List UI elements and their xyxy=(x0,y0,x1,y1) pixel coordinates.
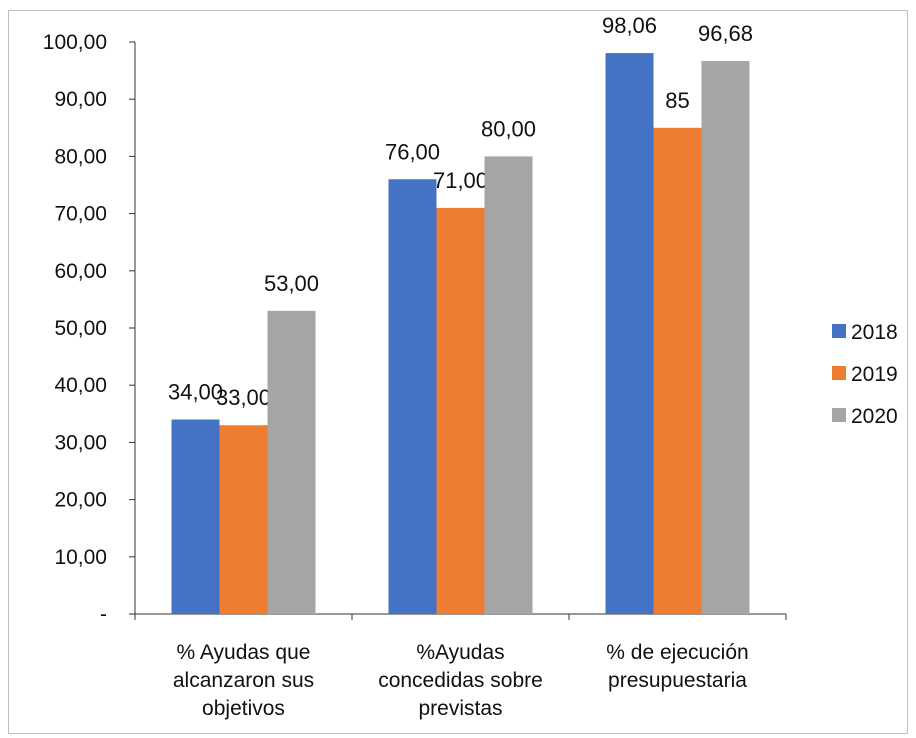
x-category-label-line: concedidas sobre xyxy=(378,669,543,692)
data-label-2020: 80,00 xyxy=(481,116,536,141)
data-label-2019: 33,00 xyxy=(216,385,271,410)
y-tick-label: 100,00 xyxy=(43,31,107,54)
data-label-2020: 96,68 xyxy=(698,21,753,46)
x-category-label-line: presupuestaria xyxy=(608,669,747,692)
bar-2020 xyxy=(484,156,533,614)
y-tick-label: 90,00 xyxy=(54,88,107,111)
data-label-2018: 76,00 xyxy=(385,139,440,164)
y-tick-label: 10,00 xyxy=(54,546,107,569)
data-label-2020: 53,00 xyxy=(264,271,319,296)
y-tick-label: 40,00 xyxy=(54,374,107,397)
bar-2020 xyxy=(267,310,316,614)
x-category-label: % Ayudas que alcanzaron sus objetivos xyxy=(173,641,314,720)
y-tick-label: 30,00 xyxy=(54,431,107,454)
data-label-2018: 98,06 xyxy=(602,13,657,38)
y-tick-label: 50,00 xyxy=(54,317,107,340)
bar-2020 xyxy=(701,60,750,614)
bar-2018 xyxy=(605,53,654,614)
legend-label-2019: 2019 xyxy=(851,363,898,386)
bar-2018 xyxy=(171,419,220,614)
x-category-label-line: % de ejecución xyxy=(606,641,748,664)
bar-2019 xyxy=(219,425,268,614)
bar-2019 xyxy=(653,127,702,615)
x-category-label: %Ayudas concedidas sobre previstas xyxy=(378,641,543,720)
data-label-2019: 71,00 xyxy=(433,168,488,193)
x-category-label-line: previstas xyxy=(418,697,502,720)
bar-2019 xyxy=(436,207,485,614)
legend: 2018 2019 2020 xyxy=(832,321,898,428)
x-category-label-line: % Ayudas que xyxy=(177,641,311,664)
y-tick-label: - xyxy=(100,603,107,626)
legend-swatch-2020 xyxy=(832,408,846,422)
y-tick-label: 60,00 xyxy=(54,260,107,283)
x-category-label: % de ejecución presupuestaria xyxy=(606,641,748,692)
y-tick-label: 70,00 xyxy=(54,203,107,226)
legend-label-2020: 2020 xyxy=(851,405,898,428)
x-category-label-line: alcanzaron sus xyxy=(173,669,314,692)
data-label-2019: 85 xyxy=(665,88,689,113)
legend-label-2018: 2018 xyxy=(851,321,898,344)
y-tick-label: 20,00 xyxy=(54,489,107,512)
data-label-2018: 34,00 xyxy=(168,380,223,405)
plot-area: - 10,00 20,00 30,00 40,00 50,00 60,00 70,00 80,0… xyxy=(43,13,787,720)
legend-swatch-2019 xyxy=(832,366,846,380)
x-category-label-line: objetivos xyxy=(202,697,285,720)
x-category-label-line: %Ayudas xyxy=(416,641,504,664)
bar-2018 xyxy=(388,179,437,614)
y-tick-label: 80,00 xyxy=(54,145,107,168)
legend-swatch-2018 xyxy=(832,324,846,338)
